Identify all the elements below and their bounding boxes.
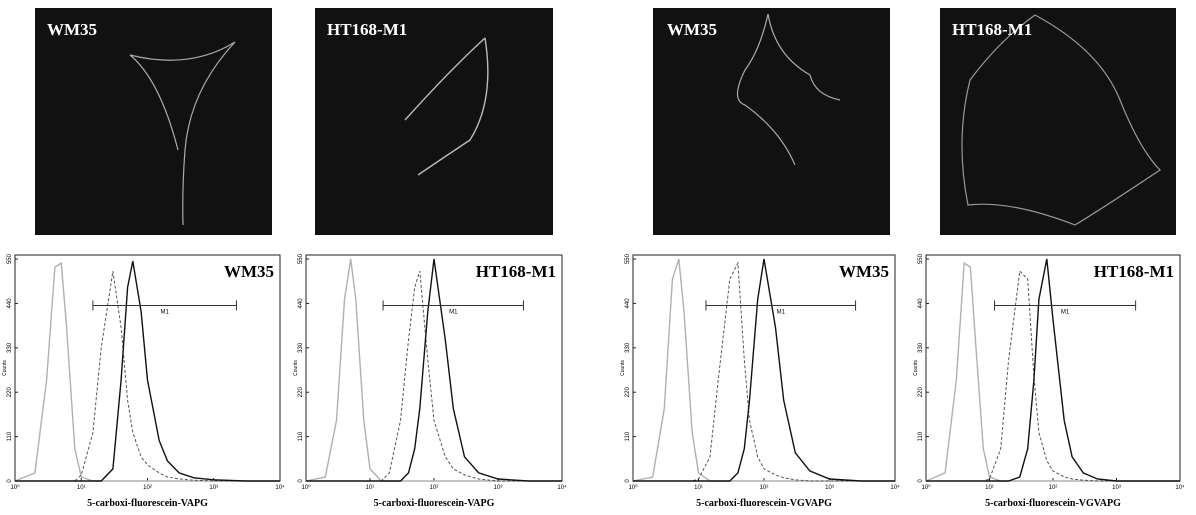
chart-title: HT168-M1 [476,262,556,281]
y-tick-label: 330 [7,342,13,353]
y-tick-label: 440 [7,298,13,309]
plot-frame [14,254,281,482]
micrograph-label: WM35 [667,20,717,39]
y-tick-label: 220 [298,387,304,398]
micrograph: WM35 [35,8,272,235]
chart-title: WM35 [839,262,889,281]
micrograph-bg [315,8,553,235]
y-tick-label: 110 [7,431,13,441]
x-tick-label: 10⁴ [557,484,567,491]
cell-outline [129,41,236,226]
y-tick-label: 0 [298,479,304,483]
gate-label: M1 [449,309,458,315]
x-axis-label: 5-carboxi-fluorescein-VGVAPG [696,498,832,509]
micrograph: HT168-M1 [315,8,553,235]
x-tick-label: 10⁰ [921,484,931,491]
cell-outline [736,13,841,166]
histogram-line [633,258,895,482]
y-tick-label: 110 [625,431,631,441]
x-tick-label: 10⁴ [1175,484,1185,491]
x-tick-label: 10² [1049,485,1058,491]
y-tick-label: 440 [298,298,304,309]
histogram-line [305,258,562,482]
y-tick-label: 110 [298,431,304,441]
y-axis-label: Counts [2,360,8,376]
x-axis-label: 5-carboxi-fluorescein-VAPG [87,498,208,509]
y-tick-label: 550 [7,253,13,264]
x-tick-label: 10⁰ [301,484,311,491]
histogram-line [15,260,280,482]
histogram-line [926,270,1180,482]
histogram-line [14,261,280,482]
x-axis-label: 5-carboxi-fluorescein-VAPG [374,498,495,509]
plot-frame [925,254,1181,482]
y-axis-label: Counts [620,360,626,376]
histogram-line [15,271,280,482]
cell-outline [404,37,489,176]
y-tick-label: 0 [7,479,13,483]
histogram: 0 110 220 330 440 550 10⁰ 10¹ 10² 10³ 10⁴ Counts 5-c… [913,253,1185,509]
x-axis-label: 5-carboxi-fluorescein-VGVAPG [985,498,1121,509]
x-tick-label: 10³ [825,485,834,491]
histogram-line [925,261,1180,482]
x-tick-label: 10² [430,485,439,491]
x-tick-label: 10⁰ [628,484,638,491]
x-tick-label: 10⁴ [890,484,900,491]
cell-outline [961,14,1161,226]
histogram: 0 110 220 330 440 550 10⁰ 10¹ 10² 10³ 10⁴ Counts 5-c… [620,253,900,509]
y-axis-label: Counts [293,360,299,376]
micrograph-bg [940,8,1176,235]
x-tick-label: 10¹ [985,485,994,491]
y-tick-label: 550 [625,253,631,264]
x-tick-label: 10⁴ [275,484,285,491]
chart-title: WM35 [224,262,274,281]
x-tick-label: 10⁰ [10,484,20,491]
y-tick-label: 220 [918,387,924,398]
x-tick-label: 10³ [209,485,218,491]
gate-label: M1 [161,309,170,315]
histogram-line [926,258,1180,482]
histogram-line [306,258,562,482]
micrograph-label: WM35 [47,20,97,39]
chart-title: HT168-M1 [1094,262,1174,281]
micrograph-label: HT168-M1 [327,20,407,39]
micrograph-bg [35,8,272,235]
histogram: 0 110 220 330 440 550 10⁰ 10¹ 10² 10³ 10⁴ Counts 5-c… [293,253,567,509]
gate-label: M1 [777,309,786,315]
histogram-line [633,261,895,482]
y-tick-label: 220 [7,387,13,398]
micrograph: HT168-M1 [940,8,1176,235]
x-tick-label: 10³ [1112,485,1121,491]
x-tick-label: 10² [143,485,152,491]
gate-label: M1 [1061,309,1070,315]
y-tick-label: 330 [298,342,304,353]
micrograph-label: HT168-M1 [952,20,1032,39]
histogram: 0 110 220 330 440 550 10⁰ 10¹ 10² 10³ 10⁴ Counts 5-c… [2,253,285,509]
histogram-line [632,258,895,482]
micrograph: WM35 [653,8,890,235]
y-tick-label: 110 [918,431,924,441]
x-tick-label: 10² [760,485,769,491]
y-tick-label: 550 [298,253,304,264]
y-tick-label: 440 [625,298,631,309]
x-tick-label: 10¹ [694,485,703,491]
y-tick-label: 220 [625,387,631,398]
y-tick-label: 440 [918,298,924,309]
y-tick-label: 550 [918,253,924,264]
y-axis-label: Counts [913,360,919,376]
x-tick-label: 10¹ [366,485,375,491]
micrograph-bg [653,8,890,235]
y-tick-label: 0 [625,479,631,483]
y-tick-label: 330 [918,342,924,353]
y-tick-label: 0 [918,479,924,483]
y-tick-label: 330 [625,342,631,353]
plot-frame [305,254,563,482]
x-tick-label: 10³ [494,485,503,491]
x-tick-label: 10¹ [77,485,86,491]
